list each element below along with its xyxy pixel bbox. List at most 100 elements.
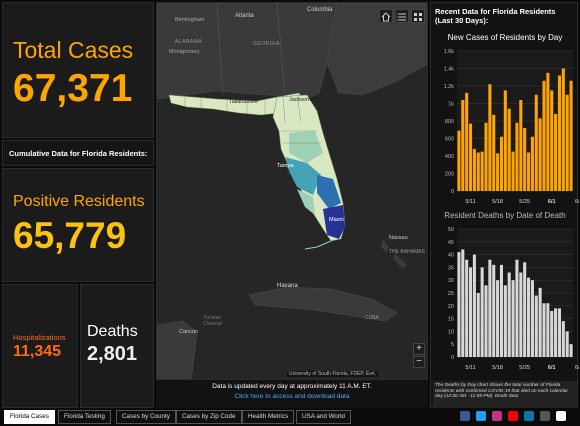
new-cases-bar[interactable]	[546, 72, 550, 191]
tab-health-metrics[interactable]: Health Metrics	[242, 410, 295, 424]
deaths-bar[interactable]	[557, 308, 561, 357]
basemap-gallery-icon[interactable]	[411, 9, 425, 23]
deaths-bar[interactable]	[565, 331, 569, 357]
new-cases-y-tick-label: 200	[445, 172, 454, 178]
tab-florida-cases[interactable]: Florida Cases	[4, 410, 55, 424]
new-cases-bar[interactable]	[538, 118, 542, 191]
new-cases-bar[interactable]	[465, 93, 469, 191]
deaths-bar[interactable]	[538, 287, 542, 357]
new-cases-bar[interactable]	[519, 100, 523, 191]
hospitalizations-panel: Hospitalizations 11,345	[2, 284, 78, 408]
positive-residents-value: 65,779	[13, 215, 127, 256]
new-cases-bar[interactable]	[554, 114, 558, 191]
new-cases-bar[interactable]	[496, 153, 500, 191]
twitter-icon[interactable]	[476, 411, 486, 421]
new-cases-bar[interactable]	[507, 108, 511, 191]
deaths-x-tick-label: 5/18	[492, 365, 503, 371]
new-cases-bar[interactable]	[461, 100, 465, 191]
zoom-in-button[interactable]: +	[413, 343, 425, 355]
map-label-atlanta: Atlanta	[235, 13, 254, 19]
deaths-bar[interactable]	[527, 277, 531, 357]
total-cases-label: Total Cases	[13, 37, 134, 63]
deaths-y-tick-label: 35	[448, 265, 454, 271]
map-attribution: University of South Florida, FDEP, Esri,	[287, 371, 378, 377]
tab-cases-by-county[interactable]: Cases by County	[116, 410, 176, 424]
deaths-x-tick-label: 6/1	[548, 365, 556, 371]
new-cases-bar[interactable]	[534, 94, 538, 191]
deaths-x-tick-label: 5/25	[519, 365, 530, 371]
linkedin-icon[interactable]	[524, 411, 534, 421]
tab-cases-by-zip-code[interactable]: Cases by Zip Code	[176, 410, 242, 424]
new-cases-bar[interactable]	[488, 84, 492, 191]
deaths-x-tick-label: 6/8	[575, 365, 579, 371]
new-cases-bar[interactable]	[511, 151, 515, 191]
deaths-bar[interactable]	[469, 267, 473, 357]
new-cases-bar[interactable]	[480, 151, 484, 191]
deaths-bar[interactable]	[569, 344, 573, 357]
new-cases-y-tick-label: 600	[445, 137, 454, 143]
new-cases-bar[interactable]	[561, 68, 565, 192]
tab-usa-and-world[interactable]: USA and World	[296, 410, 351, 424]
map-label-jacksonville: Jacksonville	[289, 97, 319, 103]
deaths-bar[interactable]	[496, 280, 500, 357]
new-cases-bar[interactable]	[457, 130, 461, 191]
resident-deaths-chart: 0 5 10 15 20 25 30 35 40 45 50 5/11 5/18 5/25 6/1 6/8	[448, 227, 579, 371]
deaths-bar[interactable]	[542, 303, 546, 357]
external-link-icon[interactable]	[556, 411, 566, 421]
new-cases-bar[interactable]	[472, 149, 476, 191]
layer-list-icon[interactable]	[395, 9, 409, 23]
positive-residents-label: Positive Residents	[13, 193, 145, 210]
deaths-bar[interactable]	[530, 280, 534, 357]
deaths-bar[interactable]	[519, 272, 523, 357]
new-cases-bar[interactable]	[469, 123, 473, 191]
deaths-bar[interactable]	[476, 293, 480, 357]
new-cases-bar[interactable]	[503, 90, 507, 191]
recent-data-header: Recent Data for Florida Residents (Last …	[435, 7, 556, 25]
deaths-bar[interactable]	[488, 259, 492, 357]
deaths-bar[interactable]	[492, 264, 496, 357]
home-icon[interactable]	[379, 9, 393, 23]
new-cases-bar[interactable]	[565, 94, 569, 191]
deaths-bar[interactable]	[457, 252, 461, 357]
deaths-bar[interactable]	[511, 280, 515, 357]
new-cases-bar[interactable]	[569, 80, 573, 191]
deaths-bar[interactable]	[507, 272, 511, 357]
deaths-bar[interactable]	[534, 295, 538, 357]
deaths-bar[interactable]	[461, 249, 465, 357]
deaths-bar[interactable]	[546, 303, 550, 357]
deaths-footnote: The Deaths by Day chart shows the total …	[433, 381, 577, 409]
new-cases-bar[interactable]	[515, 122, 519, 191]
new-cases-bar[interactable]	[530, 136, 534, 191]
zoom-out-button[interactable]: −	[413, 356, 425, 368]
new-cases-bar[interactable]	[527, 152, 531, 192]
deaths-bar[interactable]	[499, 264, 503, 357]
deaths-bar[interactable]	[550, 310, 554, 357]
instagram-icon[interactable]	[492, 411, 502, 421]
deaths-bar[interactable]	[465, 259, 469, 357]
deaths-bar[interactable]	[561, 321, 565, 357]
new-cases-bar[interactable]	[523, 128, 527, 191]
new-cases-bar[interactable]	[542, 80, 546, 191]
deaths-bar[interactable]	[523, 262, 527, 357]
update-note: Data is updated every day at approximate…	[212, 383, 372, 390]
deaths-bar[interactable]	[515, 259, 519, 357]
youtube-icon[interactable]	[508, 411, 518, 421]
deaths-bar[interactable]	[503, 285, 507, 357]
download-data-link[interactable]: Click here to access and download data	[234, 393, 350, 400]
deaths-bar[interactable]	[480, 267, 484, 357]
map-label-tallahassee: Tallahassee	[229, 99, 259, 105]
facebook-icon[interactable]	[460, 411, 470, 421]
new-cases-bar[interactable]	[484, 122, 488, 191]
map-canvas[interactable]	[157, 3, 428, 380]
deaths-bar[interactable]	[554, 308, 558, 357]
share-icon[interactable]	[540, 411, 550, 421]
deaths-bar[interactable]	[484, 285, 488, 357]
new-cases-bar[interactable]	[476, 152, 480, 192]
deaths-bar[interactable]	[472, 254, 476, 357]
new-cases-bar[interactable]	[557, 75, 561, 192]
florida-map[interactable]: Birmingham Atlanta Columbia ALABAMA GEOR…	[156, 2, 428, 380]
tab-florida-testing[interactable]: Florida Testing	[58, 410, 111, 424]
new-cases-bar[interactable]	[550, 90, 554, 191]
new-cases-bar[interactable]	[499, 136, 503, 191]
new-cases-bar[interactable]	[492, 114, 496, 191]
